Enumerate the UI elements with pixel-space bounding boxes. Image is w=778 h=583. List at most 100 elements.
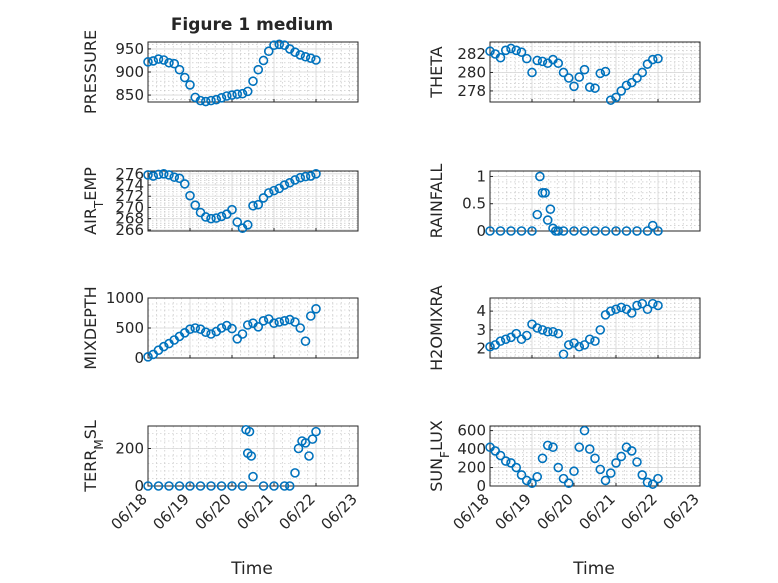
h2omixra-ytick-label: 3 bbox=[476, 321, 486, 339]
sun-flux-xtick-label: 06/21 bbox=[576, 490, 619, 533]
air-temp-data-point bbox=[295, 172, 306, 183]
mixdepth-data-point bbox=[311, 303, 321, 314]
pressure-data-point bbox=[295, 50, 306, 60]
mixdepth-data-point bbox=[143, 351, 153, 362]
mixdepth-data-point bbox=[221, 320, 232, 331]
pressure-data-point bbox=[248, 76, 258, 87]
h2omixra-data-point bbox=[537, 325, 548, 335]
air-temp-ytick-label: 272 bbox=[115, 187, 144, 205]
rainfall-data-point bbox=[532, 209, 543, 220]
x-axis-label-right: Time bbox=[572, 559, 615, 579]
theta-data-point bbox=[611, 92, 621, 103]
mixdepth-data-point bbox=[237, 329, 248, 339]
sun-flux-data-point bbox=[626, 446, 637, 456]
pressure-ytick-label: 950 bbox=[115, 40, 144, 58]
air-temp-data-point bbox=[148, 171, 159, 181]
h2omixra-data-point bbox=[637, 298, 648, 309]
air-temp-data-point bbox=[300, 171, 311, 182]
pressure-ytick-label: 900 bbox=[115, 63, 144, 81]
pressure-data-point bbox=[263, 46, 274, 57]
h2omixra-data-point bbox=[653, 300, 663, 311]
sun-flux-data-point bbox=[527, 478, 537, 489]
theta-data-point bbox=[537, 56, 548, 67]
pressure-data-point bbox=[206, 95, 216, 106]
h2omixra-data-point bbox=[632, 300, 642, 311]
rainfall-data-point bbox=[540, 188, 550, 198]
h2omixra-data-point bbox=[647, 298, 658, 309]
terr-msl-xtick-label: 06/20 bbox=[192, 490, 235, 533]
theta-data-point bbox=[590, 83, 600, 93]
air-temp-data-point bbox=[190, 200, 201, 211]
pressure-data-point bbox=[179, 72, 190, 83]
sun-flux-xtick-label: 06/22 bbox=[618, 490, 661, 533]
rainfall-data-point bbox=[506, 226, 516, 236]
chart-title: Figure 1 medium bbox=[171, 15, 333, 35]
theta-data-point bbox=[485, 46, 495, 57]
x-axis-label-left: Time bbox=[230, 559, 273, 579]
sun-flux-data-point bbox=[653, 473, 663, 484]
pressure-y-axis-label: PRESSURE bbox=[81, 30, 100, 114]
air-temp-data-point bbox=[279, 180, 290, 190]
rainfall-data-point bbox=[611, 226, 621, 236]
pressure-data-point bbox=[242, 86, 253, 97]
sun-flux-xtick-label: 06/19 bbox=[492, 490, 535, 533]
pressure-data-point bbox=[185, 80, 195, 90]
rainfall-data-point bbox=[590, 226, 600, 236]
mixdepth-data-point bbox=[279, 315, 290, 326]
terr-msl-xtick-label: 06/22 bbox=[276, 490, 319, 533]
air-temp-data-point bbox=[227, 204, 237, 215]
mixdepth-y-axis-label: MIXDEPTH bbox=[81, 286, 100, 369]
terr-msl-axes-border bbox=[147, 425, 359, 487]
h2omixra-data-point bbox=[521, 330, 532, 341]
rainfall-data-point bbox=[632, 226, 642, 236]
mixdepth-data-point bbox=[158, 341, 169, 352]
rainfall-data-point bbox=[653, 226, 663, 236]
rainfall-data-point bbox=[621, 226, 632, 236]
rainfall-data-point bbox=[600, 226, 611, 236]
terr-msl-data-point bbox=[307, 434, 318, 444]
sun-flux-data-point bbox=[532, 471, 543, 482]
rainfall-data-point bbox=[545, 204, 556, 214]
sun-flux-data-point bbox=[563, 478, 574, 489]
terr-msl-data-point bbox=[293, 443, 304, 454]
mixdepth-ytick-label: 1000 bbox=[106, 289, 144, 307]
air-temp-data-point bbox=[263, 188, 274, 198]
theta-data-point bbox=[511, 45, 522, 56]
air-temp-data-point bbox=[248, 200, 258, 211]
terr-msl-xtick-label: 06/21 bbox=[234, 490, 277, 533]
sun-flux-data-point bbox=[500, 456, 511, 466]
h2omixra-data-point bbox=[590, 336, 600, 346]
terr-msl-data-point bbox=[248, 471, 258, 482]
rainfall-data-point bbox=[542, 215, 553, 225]
h2omixra-data-point bbox=[495, 336, 506, 346]
h2omixra-axes-border bbox=[489, 297, 701, 359]
sun-flux-ytick-label: 600 bbox=[457, 422, 486, 440]
mixdepth-data-point bbox=[232, 333, 243, 344]
sun-flux-plot-area bbox=[489, 425, 701, 487]
subplot-pressure: 850 900 950 PRESSURE bbox=[81, 30, 359, 114]
terr-msl-data-point bbox=[216, 481, 227, 491]
pressure-data-point bbox=[153, 54, 164, 64]
h2omixra-data-point bbox=[584, 334, 595, 345]
theta-data-point bbox=[600, 66, 611, 77]
terr-msl-xtick-label: 06/19 bbox=[150, 490, 193, 533]
air-temp-data-point bbox=[216, 211, 227, 222]
rainfall-data-point bbox=[485, 226, 495, 236]
terr-msl-data-point bbox=[258, 481, 269, 491]
theta-ytick-label: 282 bbox=[457, 45, 486, 63]
air-temp-data-point bbox=[258, 193, 269, 203]
h2omixra-data-point bbox=[485, 341, 495, 352]
sun-flux-data-point bbox=[584, 444, 595, 454]
theta-data-point bbox=[521, 53, 532, 64]
h2omixra-data-point bbox=[574, 341, 585, 352]
theta-y-axis-label: THETA bbox=[427, 46, 446, 98]
h2omixra-ytick-label: 4 bbox=[476, 302, 486, 320]
pressure-data-point bbox=[143, 57, 153, 67]
theta-data-point bbox=[532, 55, 543, 66]
mixdepth-data-point bbox=[290, 317, 300, 327]
mixdepth-data-point bbox=[190, 323, 201, 333]
terr-msl-data-point bbox=[290, 468, 300, 478]
